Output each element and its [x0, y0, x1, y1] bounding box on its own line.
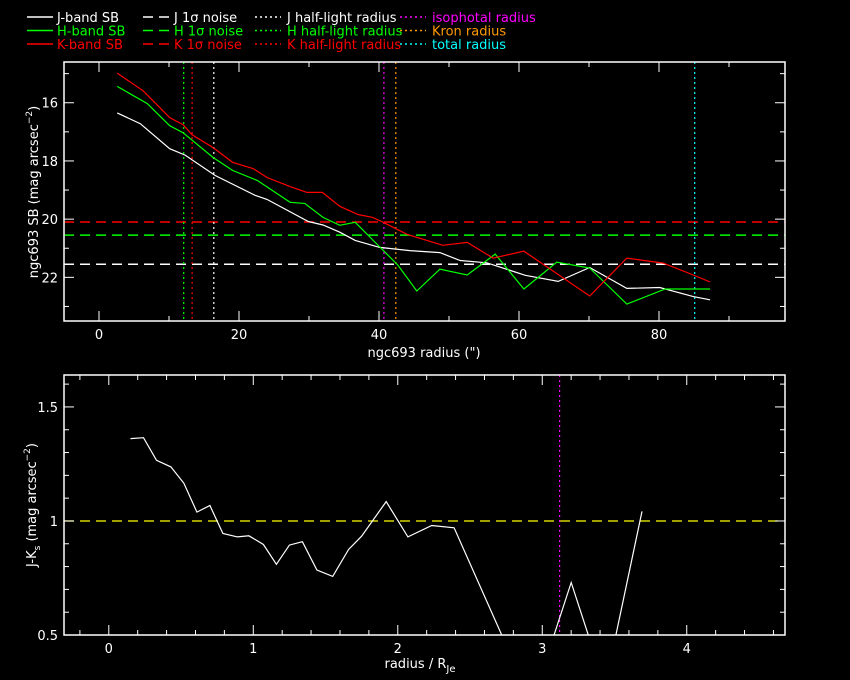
series-line	[116, 72, 711, 297]
plot-frame	[63, 374, 786, 636]
x-tick-label: 1	[249, 642, 257, 657]
x-tick-label: 4	[683, 642, 691, 657]
legend-label: J-band SB	[56, 11, 119, 26]
legend-label: J 1σ noise	[173, 11, 237, 26]
series-line	[116, 85, 711, 305]
y-tick-label: 0.5	[37, 629, 58, 644]
x-tick-label: 0	[95, 328, 103, 343]
x-axis-label: radius / RJe	[385, 657, 456, 675]
series-line	[130, 437, 643, 635]
x-tick-label: 80	[651, 328, 668, 343]
legend-label: total radius	[432, 38, 506, 53]
legend-label: isophotal radius	[432, 11, 536, 26]
x-tick-label: 20	[231, 328, 248, 343]
surface-brightness-plot: 0 20 40 60 80 16 18 20 22 ngc693 radius (") ngc6…	[25, 61, 786, 361]
y-tick-label: 16	[41, 97, 58, 112]
y-tick-label: 1.5	[37, 401, 58, 416]
y-axis-label: ngc693 SB (mag arcsec−2)	[25, 106, 42, 278]
y-tick-label: 22	[41, 271, 58, 286]
legend-label: H half-light radius	[287, 25, 403, 40]
x-tick-label: 0	[105, 642, 113, 657]
legend-label: K 1σ noise	[174, 38, 242, 53]
y-tick-label: 20	[41, 213, 58, 228]
legend-label: J half-light radius	[286, 11, 397, 26]
plot-frame	[63, 61, 786, 322]
y-tick-label: 18	[41, 155, 58, 170]
series-line	[116, 112, 711, 301]
legend-label: H 1σ noise	[174, 25, 243, 40]
x-tick-label: 3	[538, 642, 546, 657]
x-tick-label: 60	[511, 328, 528, 343]
y-tick-label: 1	[50, 515, 58, 530]
legend-label: K half-light radius	[287, 38, 401, 53]
x-tick-label: 40	[371, 328, 388, 343]
y-axis-label: J-Ks (mag arcsec−2)	[23, 443, 43, 568]
color-profile-plot: 0 1 2 3 4 0.5 1 1.5 radius / RJe J-Ks (mag arcs…	[23, 374, 786, 675]
legend-label: H-band SB	[57, 25, 125, 40]
x-axis-label: ngc693 radius (")	[367, 346, 480, 361]
legend-label: Kron radius	[432, 25, 506, 40]
x-tick-label: 2	[394, 642, 402, 657]
legend-label: K-band SB	[57, 38, 123, 53]
